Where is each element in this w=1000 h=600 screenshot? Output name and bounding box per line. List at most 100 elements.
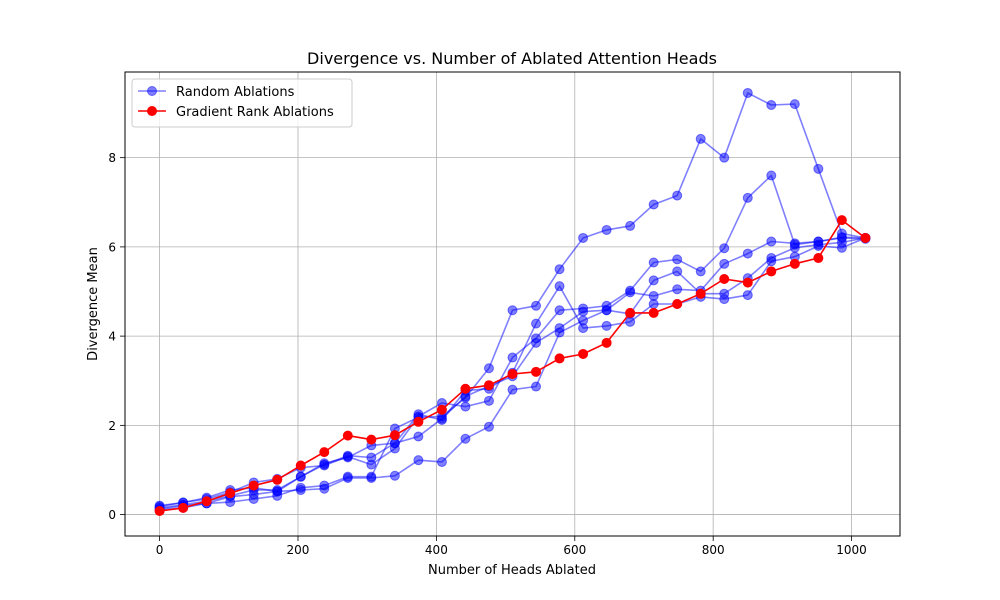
gradient-rank-ablations-series-point [319,447,330,458]
gradient-rank-ablations-series-point [789,258,800,269]
random-ablations-series-3-point [554,264,565,275]
random-ablations-series-3-point [789,99,800,110]
x-tick-label: 400 [425,543,448,557]
gradient-rank-ablations-series-point [272,474,283,485]
x-tick-label: 0 [156,543,164,557]
random-ablations-series-3-point [695,133,706,144]
random-ablations-series-5-point [342,450,353,461]
random-ablations-series-4-point [672,284,683,295]
grid-lines [125,72,900,536]
random-ablations-series-4-point [578,315,589,326]
gradient-rank-ablations-series-point [578,348,589,359]
random-ablations-series-3-point [507,305,518,316]
random-ablations-series-5-point [531,337,542,348]
random-ablations-series-5-point [436,413,447,424]
random-ablations-series-4-point [625,287,636,298]
random-ablations-series-4-point [389,470,400,481]
random-ablations-series-1-point [460,401,471,412]
gradient-rank-ablations-series-point [460,383,471,394]
legend: Random Ablations Gradient Rank Ablations [131,78,353,128]
random-ablations-series-3-point [719,152,730,163]
y-tick-label: 2 [108,419,116,433]
random-ablations-series-1-point [507,352,518,363]
random-ablations-series-3-point [742,87,753,98]
gradient-rank-ablations-series-point [342,430,353,441]
random-ablations-series-2-point [601,320,612,331]
x-axis-ticks: 0 200 400 600 800 1000 [156,536,867,557]
y-axis-label: Divergence Mean [86,247,101,361]
data-series [154,87,871,517]
legend-random-label: Random Ablations [176,85,295,100]
random-ablations-series-2-point [531,318,542,329]
random-ablations-series-4-point [319,483,330,494]
legend-box [131,78,353,128]
gradient-rank-ablations-series-point [601,337,612,348]
random-ablations-series-1-point [766,170,777,181]
legend-gradient-label: Gradient Rank Ablations [176,105,334,120]
random-ablations-series-4-point [342,473,353,483]
random-ablations-series-4-point [766,236,777,247]
gradient-rank-ablations-series-point [295,460,306,471]
gradient-rank-ablations-series-point [836,215,847,226]
random-ablations-series-5-point [648,275,659,286]
random-ablations-series-4-point [531,381,542,392]
random-ablations-series-5-point [578,306,589,317]
random-ablations-series-3-point [672,190,683,201]
random-ablations-series-1-point [742,192,753,203]
gradient-rank-ablations-series-point [366,434,377,445]
random-ablations-series-4-point [719,258,730,269]
gradient-rank-ablations-series-point [695,288,706,299]
gradient-rank-ablations-series-point [225,488,236,499]
random-ablations-series-3-point [813,163,824,174]
random-ablations-series-3-point [601,224,612,235]
random-ablations-series-5-point [836,237,847,248]
random-ablations-series-1-point [719,243,730,254]
random-ablations-series-5-point [295,471,306,482]
random-ablations-series-5-point [766,253,777,264]
x-tick-label: 1000 [836,543,867,557]
random-ablations-series-1-point [648,257,659,268]
chart-title: Divergence vs. Number of Ablated Attenti… [307,49,717,68]
random-ablations-series-5-point [672,266,683,277]
y-axis-ticks: 0 2 4 6 8 [108,151,125,522]
legend-random-marker [147,86,157,96]
random-ablations-series-3-point [483,363,494,374]
gradient-rank-ablations-series-point [554,353,565,364]
random-ablations-series-5-point [789,242,800,253]
gradient-rank-ablations-series-point [719,274,730,285]
random-ablations-series-3-point [578,232,589,243]
random-ablations-series-3-point [531,300,542,311]
random-ablations-series-4-point [483,421,494,432]
gradient-rank-ablations-series-point [766,266,777,277]
random-ablations-series-5-point [813,239,824,250]
random-ablations-series-4-point [295,485,306,496]
random-ablations-series-5-point [413,431,424,442]
random-ablations-series-1-point [695,266,706,277]
gradient-rank-ablations-series [154,215,871,517]
gradient-rank-ablations-series-point [742,277,753,288]
random-ablations-series-3-point [766,100,777,111]
random-ablations-series-5-point [319,459,330,470]
gradient-rank-ablations-series-point [178,502,189,513]
random-ablations-series-5-point [272,486,283,497]
y-tick-label: 8 [108,151,116,165]
x-tick-label: 800 [702,543,725,557]
random-ablations-series-5-point [366,452,377,463]
random-ablations-series-4-point [648,290,659,301]
gradient-rank-ablations-series-point [648,307,659,318]
random-ablations-series-5-point [601,305,612,316]
x-tick-label: 200 [287,543,310,557]
gradient-rank-ablations-series-point [860,232,871,243]
y-tick-label: 4 [108,330,116,344]
gradient-rank-ablations-series-point [154,506,165,517]
gradient-rank-ablations-series-point [248,480,259,491]
gradient-rank-ablations-series-point [625,307,636,318]
y-tick-label: 6 [108,240,116,254]
random-ablations-series-5-point [719,288,730,299]
gradient-rank-ablations-series-point [672,299,683,309]
random-ablations-series-4-point [507,384,518,395]
x-axis-label: Number of Heads Ablated [428,563,596,578]
plot-frame [124,71,901,537]
random-ablations-series-4-point [742,248,753,259]
